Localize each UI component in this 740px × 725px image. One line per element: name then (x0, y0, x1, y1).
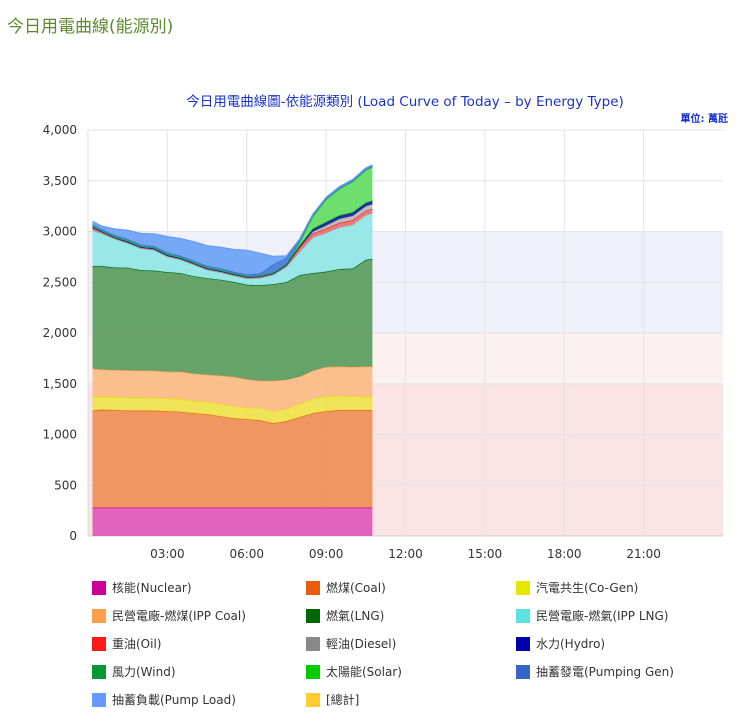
legend-label: 核能(Nuclear) (112, 581, 192, 595)
load-curve-chart: 05001,0001,5002,0002,5003,0003,5004,000 … (43, 123, 723, 561)
chart-title: 今日用電曲線圖-依能源類別 (Load Curve of Today – by … (186, 94, 624, 110)
legend-item[interactable]: 太陽能(Solar) (306, 663, 402, 680)
x-tick-label: 03:00 (150, 547, 185, 561)
legend-swatch-icon (92, 608, 106, 623)
area-series[interactable] (92, 409, 373, 508)
y-tick-label: 4,000 (43, 123, 77, 137)
y-tick-label: 1,000 (43, 428, 77, 442)
legend-label: 燃氣(LNG) (326, 609, 385, 623)
area-series[interactable] (92, 395, 373, 424)
legend-label: [總計] (326, 693, 360, 707)
x-tick-label: 09:00 (309, 547, 344, 561)
legend-swatch-icon (92, 580, 106, 595)
area-series[interactable] (92, 167, 373, 277)
unit-label: 單位: 萬瓩 (680, 114, 728, 125)
legend-label: 民營電廠-燃氣(IPP LNG) (536, 609, 669, 623)
legend-swatch-icon (516, 664, 530, 679)
x-tick-label: 06:00 (229, 547, 264, 561)
x-tick-label: 15:00 (468, 547, 503, 561)
legend-swatch-icon (92, 692, 106, 707)
y-tick-label: 500 (54, 478, 77, 492)
legend-item[interactable]: [總計] (306, 691, 359, 708)
legend-item[interactable]: 抽蓄發電(Pumping Gen) (516, 663, 674, 680)
legend-label: 重油(Oil) (112, 637, 162, 651)
legend-item[interactable]: 民營電廠-燃氣(IPP LNG) (516, 607, 668, 624)
area-series[interactable] (92, 258, 373, 381)
legend-label: 水力(Hydro) (536, 637, 606, 651)
area-series[interactable] (92, 507, 373, 536)
stacked-areas[interactable] (92, 164, 373, 536)
area-series[interactable] (92, 366, 373, 412)
legend-label: 輕油(Diesel) (326, 637, 397, 651)
area-series-line (92, 164, 373, 258)
y-tick-label: 0 (69, 529, 77, 543)
legend-swatch-icon (92, 664, 106, 679)
area-series[interactable] (92, 213, 373, 286)
legend-label: 燃煤(Coal) (326, 581, 386, 595)
legend-swatch-icon (516, 608, 530, 623)
y-tick-label: 2,500 (43, 275, 77, 289)
legend-swatch-icon (306, 636, 320, 651)
y-tick-label: 2,000 (43, 326, 77, 340)
legend-item[interactable]: 核能(Nuclear) (92, 579, 192, 596)
legend-item[interactable]: 水力(Hydro) (516, 635, 605, 652)
legend-swatch-icon (306, 580, 320, 595)
legend-swatch-icon (306, 608, 320, 623)
x-tick-label: 21:00 (626, 547, 661, 561)
y-tick-label: 1,500 (43, 377, 77, 391)
legend-item[interactable]: 民營電廠-燃煤(IPP Coal) (92, 607, 246, 624)
y-tick-label: 3,500 (43, 174, 77, 188)
x-tick-label: 12:00 (388, 547, 423, 561)
x-axis: 03:00 06:00 09:00 12:00 15:00 18:00 21:00 (150, 547, 661, 561)
legend-swatch-icon (516, 636, 530, 651)
legend-item[interactable]: 抽蓄負載(Pump Load) (92, 691, 236, 708)
legend-item[interactable]: 汽電共生(Co-Gen) (516, 579, 638, 596)
legend-swatch-icon (516, 580, 530, 595)
legend-item[interactable]: 燃氣(LNG) (306, 607, 384, 624)
legend-swatch-icon (306, 692, 320, 707)
legend-swatch-icon (306, 664, 320, 679)
page-title: 今日用電曲線(能源別) (7, 17, 174, 37)
legend-label: 太陽能(Solar) (326, 665, 402, 679)
legend-label: 抽蓄發電(Pumping Gen) (536, 665, 674, 679)
x-tick-label: 18:00 (547, 547, 582, 561)
legend-item[interactable]: 燃煤(Coal) (306, 579, 386, 596)
legend-item[interactable]: 重油(Oil) (92, 635, 161, 652)
legend-swatch-icon (92, 636, 106, 651)
legend-label: 民營電廠-燃煤(IPP Coal) (112, 609, 246, 623)
legend-item[interactable]: 風力(Wind) (92, 663, 176, 680)
legend-label: 汽電共生(Co-Gen) (536, 581, 639, 595)
legend-item[interactable]: 輕油(Diesel) (306, 635, 396, 652)
legend-label: 抽蓄負載(Pump Load) (112, 693, 236, 707)
area-series[interactable] (92, 165, 373, 275)
legend-label: 風力(Wind) (112, 665, 176, 679)
y-axis: 0 500 1,000 1,500 2,000 2,500 3,000 3,500 4,000 (43, 123, 77, 543)
y-tick-label: 3,000 (43, 225, 77, 239)
